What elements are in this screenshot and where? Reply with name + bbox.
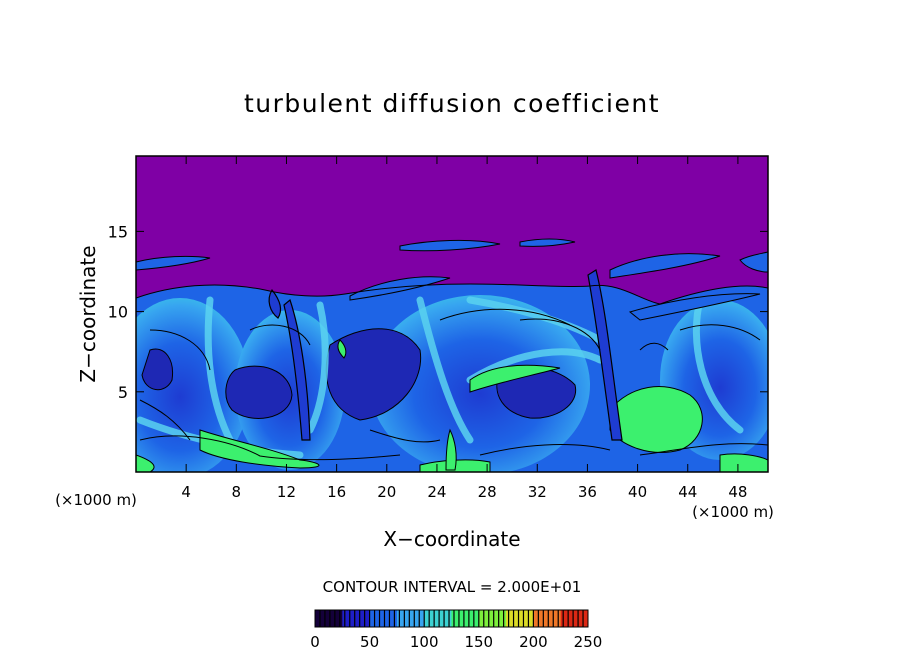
x-unit-right: (×1000 m) xyxy=(692,503,774,521)
colorbar-tick-label: 0 xyxy=(310,633,320,651)
colorbar xyxy=(314,609,589,628)
y-axis-label: Z−coordinate xyxy=(76,245,100,382)
colorbar-segment xyxy=(396,610,425,627)
plot-area xyxy=(136,156,768,472)
upper-filaments xyxy=(136,238,768,321)
x-tick-label: 48 xyxy=(728,483,747,501)
x-axis-label: X−coordinate xyxy=(383,527,520,551)
colorbar-tick-label: 250 xyxy=(574,633,603,651)
x-tick-label: 4 xyxy=(181,483,191,501)
colorbar-segment xyxy=(533,610,562,627)
x-tick-label: 32 xyxy=(528,483,547,501)
colorbar-segment xyxy=(478,610,507,627)
x-tick-label: 44 xyxy=(678,483,697,501)
x-axis-ticks: 4 8 12 16 20 24 28 32 36 40 44 48 xyxy=(181,156,747,501)
colorbar-segment xyxy=(424,610,452,627)
x-unit-left: (×1000 m) xyxy=(55,491,137,509)
y-tick-label: 15 xyxy=(108,222,128,241)
x-tick-label: 12 xyxy=(277,483,296,501)
y-tick-label: 5 xyxy=(118,383,128,402)
y-axis-ticks: 5 10 15 xyxy=(108,222,768,402)
y-tick-label: 10 xyxy=(108,303,128,322)
colorbar-segment xyxy=(451,610,480,627)
colorbar-segment xyxy=(315,610,343,627)
x-tick-label: 20 xyxy=(377,483,396,501)
x-tick-label: 24 xyxy=(427,483,446,501)
colorbar-tick-label: 200 xyxy=(519,633,548,651)
x-tick-label: 36 xyxy=(578,483,597,501)
colorbar-segment xyxy=(369,610,398,627)
colorbar-tick-label: 100 xyxy=(410,633,439,651)
dark-cores xyxy=(141,328,577,421)
colorbar-frame xyxy=(314,609,589,628)
chart-title: turbulent diffusion coefficient xyxy=(244,89,660,118)
colorbar-tick-label: 150 xyxy=(464,633,493,651)
contour-lines xyxy=(136,283,768,461)
contour-interval-label: CONTOUR INTERVAL = 2.000E+01 xyxy=(323,578,582,596)
colorbar-tick-labels: 0 50 100 150 200 250 xyxy=(310,633,602,651)
x-tick-label: 16 xyxy=(327,483,346,501)
colorbar-tick-label: 50 xyxy=(360,633,379,651)
x-tick-label: 8 xyxy=(232,483,242,501)
plot-frame xyxy=(135,155,769,473)
vertical-plumes xyxy=(268,269,623,441)
colorbar-segment xyxy=(506,610,534,627)
colorbar-segment xyxy=(342,610,371,627)
x-tick-label: 28 xyxy=(478,483,497,501)
x-tick-label: 40 xyxy=(628,483,647,501)
colorbar-segment xyxy=(560,610,589,627)
